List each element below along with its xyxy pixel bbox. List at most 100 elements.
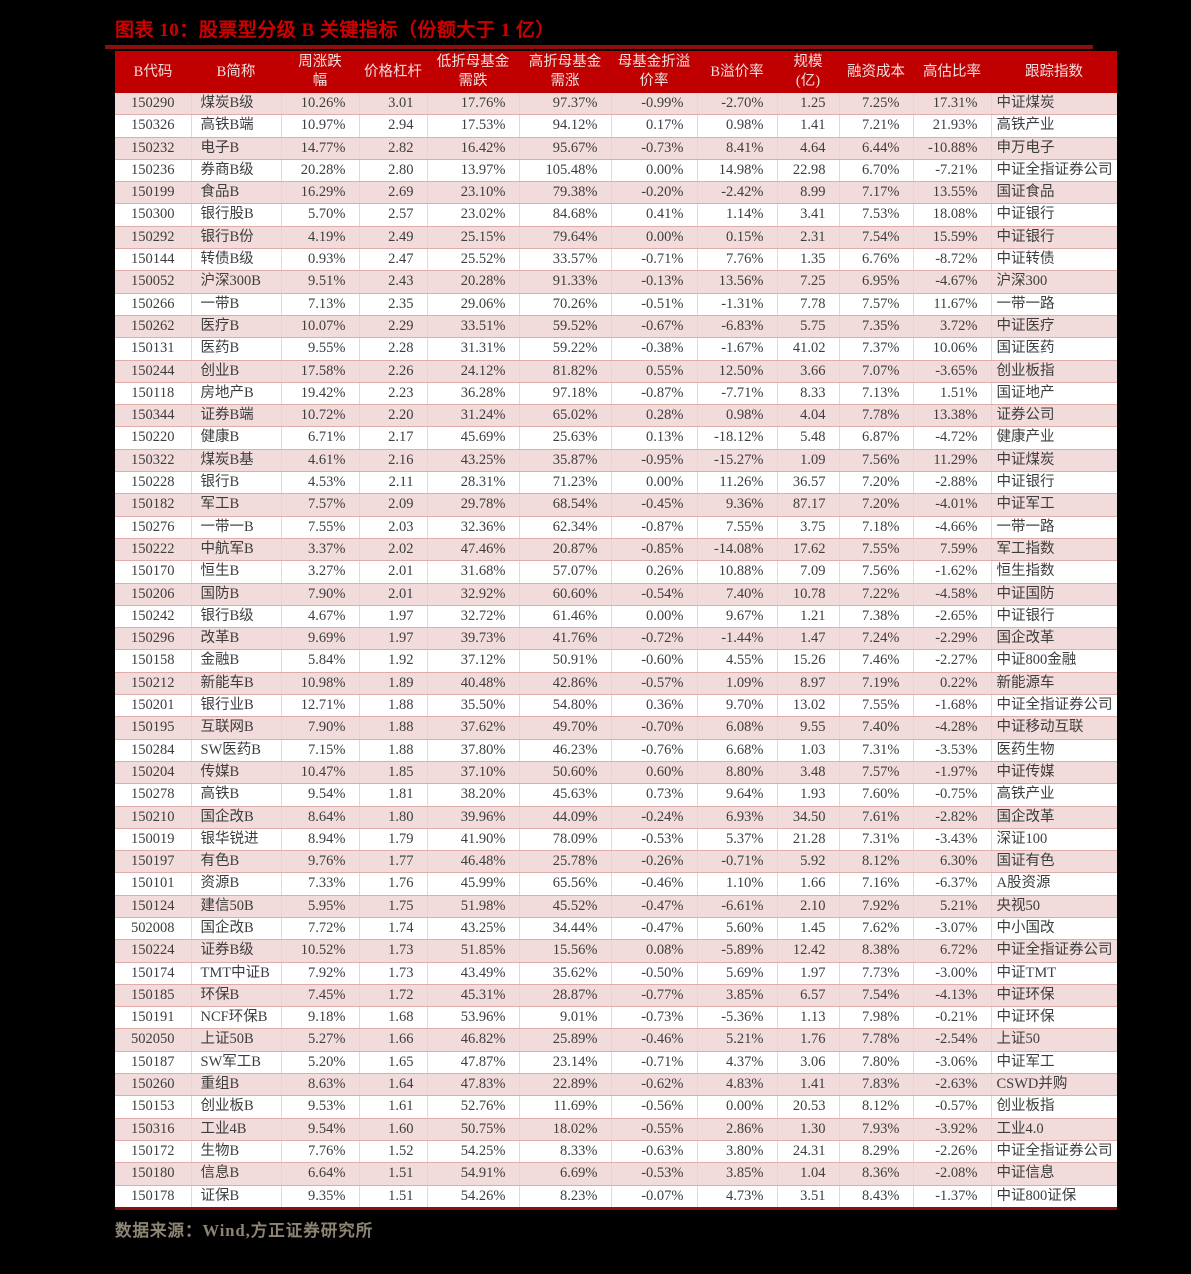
column-header-fin: 融资成本	[839, 51, 913, 93]
cell-name: 健康B	[191, 426, 282, 450]
cell-index: 中证银行	[991, 605, 1117, 629]
cell-over: -0.75%	[913, 783, 992, 807]
cell-lever: 1.64	[359, 1073, 428, 1097]
cell-code: 150174	[115, 962, 192, 985]
table-figure: 图表 10：股票型分级 B 关键指标（份额大于 1 亿） B代码 B简称 周涨跌 幅…	[105, 19, 1117, 1241]
cell-over: -2.63%	[913, 1073, 992, 1097]
cell-bprem: 5.21%	[697, 1028, 778, 1052]
cell-parent: -0.77%	[611, 984, 698, 1008]
cell-scale: 2.31	[777, 226, 840, 250]
cell-scale: 1.03	[777, 739, 840, 762]
cell-high: 79.38%	[519, 181, 612, 205]
cell-weekly: 7.57%	[281, 493, 360, 517]
cell-high: 25.78%	[519, 850, 612, 874]
cell-over: -3.07%	[913, 917, 992, 941]
cell-index: 中证军工	[991, 1051, 1117, 1075]
cell-over: -8.72%	[913, 248, 992, 272]
cell-name: 军工B	[191, 493, 282, 517]
cell-low: 54.91%	[427, 1162, 520, 1186]
cell-over: -4.13%	[913, 984, 992, 1008]
cell-weekly: 7.90%	[281, 716, 360, 740]
cell-high: 84.68%	[519, 203, 612, 227]
cell-low: 32.72%	[427, 605, 520, 629]
cell-code: 150316	[115, 1118, 192, 1141]
cell-name: 券商B级	[191, 159, 282, 183]
cell-parent: 0.28%	[611, 404, 698, 428]
cell-scale: 6.57	[777, 984, 840, 1008]
cell-name: 银行B级	[191, 605, 282, 629]
cell-fin: 7.25%	[839, 93, 914, 116]
table-body: 150290 煤炭B级 10.26% 3.01 17.76% 97.37% -0.99% -2…	[115, 93, 1117, 1209]
cell-code: 150197	[115, 850, 192, 874]
cell-code: 150292	[115, 226, 192, 250]
cell-parent: 0.17%	[611, 114, 698, 138]
cell-weekly: 4.19%	[281, 226, 360, 250]
cell-weekly: 8.64%	[281, 806, 360, 829]
cell-index: 军工指数	[991, 538, 1117, 562]
cell-parent: -0.95%	[611, 449, 698, 473]
cell-weekly: 8.63%	[281, 1073, 360, 1097]
cell-over: -4.01%	[913, 493, 992, 517]
cell-index: 国证地产	[991, 382, 1117, 406]
cell-fin: 7.21%	[839, 114, 914, 138]
cell-index: 创业板指	[991, 1095, 1117, 1119]
cell-scale: 13.02	[777, 694, 840, 718]
cell-fin: 7.22%	[839, 583, 914, 606]
cell-scale: 1.04	[777, 1162, 840, 1186]
cell-index: 国证食品	[991, 181, 1117, 205]
cell-fin: 7.57%	[839, 293, 914, 316]
cell-parent: -0.55%	[611, 1118, 698, 1141]
cell-lever: 2.49	[359, 226, 428, 250]
cell-parent: 0.00%	[611, 226, 698, 250]
cell-low: 46.82%	[427, 1028, 520, 1052]
cell-name: 建信50B	[191, 895, 282, 918]
cell-scale: 5.48	[777, 426, 840, 450]
cell-fin: 7.07%	[839, 360, 914, 383]
cell-lever: 1.73	[359, 962, 428, 985]
cell-fin: 6.44%	[839, 137, 914, 160]
cell-name: 创业板B	[191, 1095, 282, 1119]
cell-weekly: 7.90%	[281, 583, 360, 606]
table-row: 150182 军工B 7.57% 2.09 29.78% 68.54% -0.45% 9.36…	[115, 493, 1117, 517]
cell-high: 68.54%	[519, 493, 612, 517]
cell-high: 49.70%	[519, 716, 612, 740]
cell-code: 150182	[115, 493, 192, 517]
cell-lever: 2.23	[359, 382, 428, 406]
cell-weekly: 0.93%	[281, 248, 360, 272]
table-row: 150144 转债B级 0.93% 2.47 25.52% 33.57% -0.71% 7.7…	[115, 248, 1117, 272]
cell-index: 中证800证保	[991, 1185, 1117, 1209]
cell-parent: -0.56%	[611, 1095, 698, 1119]
cell-lever: 1.79	[359, 828, 428, 852]
cell-index: 高铁产业	[991, 114, 1117, 138]
cell-fin: 7.78%	[839, 404, 914, 428]
cell-over: -2.82%	[913, 806, 992, 829]
table-row: 150212 新能车B 10.98% 1.89 40.48% 42.86% -0.57% 1.…	[115, 672, 1117, 696]
cell-scale: 1.93	[777, 783, 840, 807]
cell-over: 11.29%	[913, 449, 992, 473]
cell-low: 25.52%	[427, 248, 520, 272]
cell-high: 50.60%	[519, 761, 612, 785]
cell-weekly: 7.45%	[281, 984, 360, 1008]
cell-code: 150276	[115, 516, 192, 539]
table-row: 150290 煤炭B级 10.26% 3.01 17.76% 97.37% -0.99% -2…	[115, 93, 1117, 116]
cell-parent: -0.67%	[611, 315, 698, 339]
cell-lever: 1.51	[359, 1162, 428, 1186]
cell-weekly: 4.67%	[281, 605, 360, 629]
table-row: 150284 SW医药B 7.15% 1.88 37.80% 46.23% -0.76% 6.…	[115, 739, 1117, 762]
cell-high: 70.26%	[519, 293, 612, 316]
cell-name: 传媒B	[191, 761, 282, 785]
cell-over: 18.08%	[913, 203, 992, 227]
cell-weekly: 19.42%	[281, 382, 360, 406]
cell-low: 39.73%	[427, 627, 520, 651]
cell-index: 中证全指证券公司	[991, 159, 1117, 183]
cell-scale: 22.98	[777, 159, 840, 183]
cell-lever: 2.47	[359, 248, 428, 272]
cell-index: 健康产业	[991, 426, 1117, 450]
cell-parent: 0.36%	[611, 694, 698, 718]
cell-bprem: -6.61%	[697, 895, 778, 918]
cell-index: A股资源	[991, 872, 1117, 896]
cell-index: 中证转债	[991, 248, 1117, 272]
cell-high: 91.33%	[519, 270, 612, 294]
cell-lever: 2.80	[359, 159, 428, 183]
cell-index: 中证800金融	[991, 649, 1117, 673]
